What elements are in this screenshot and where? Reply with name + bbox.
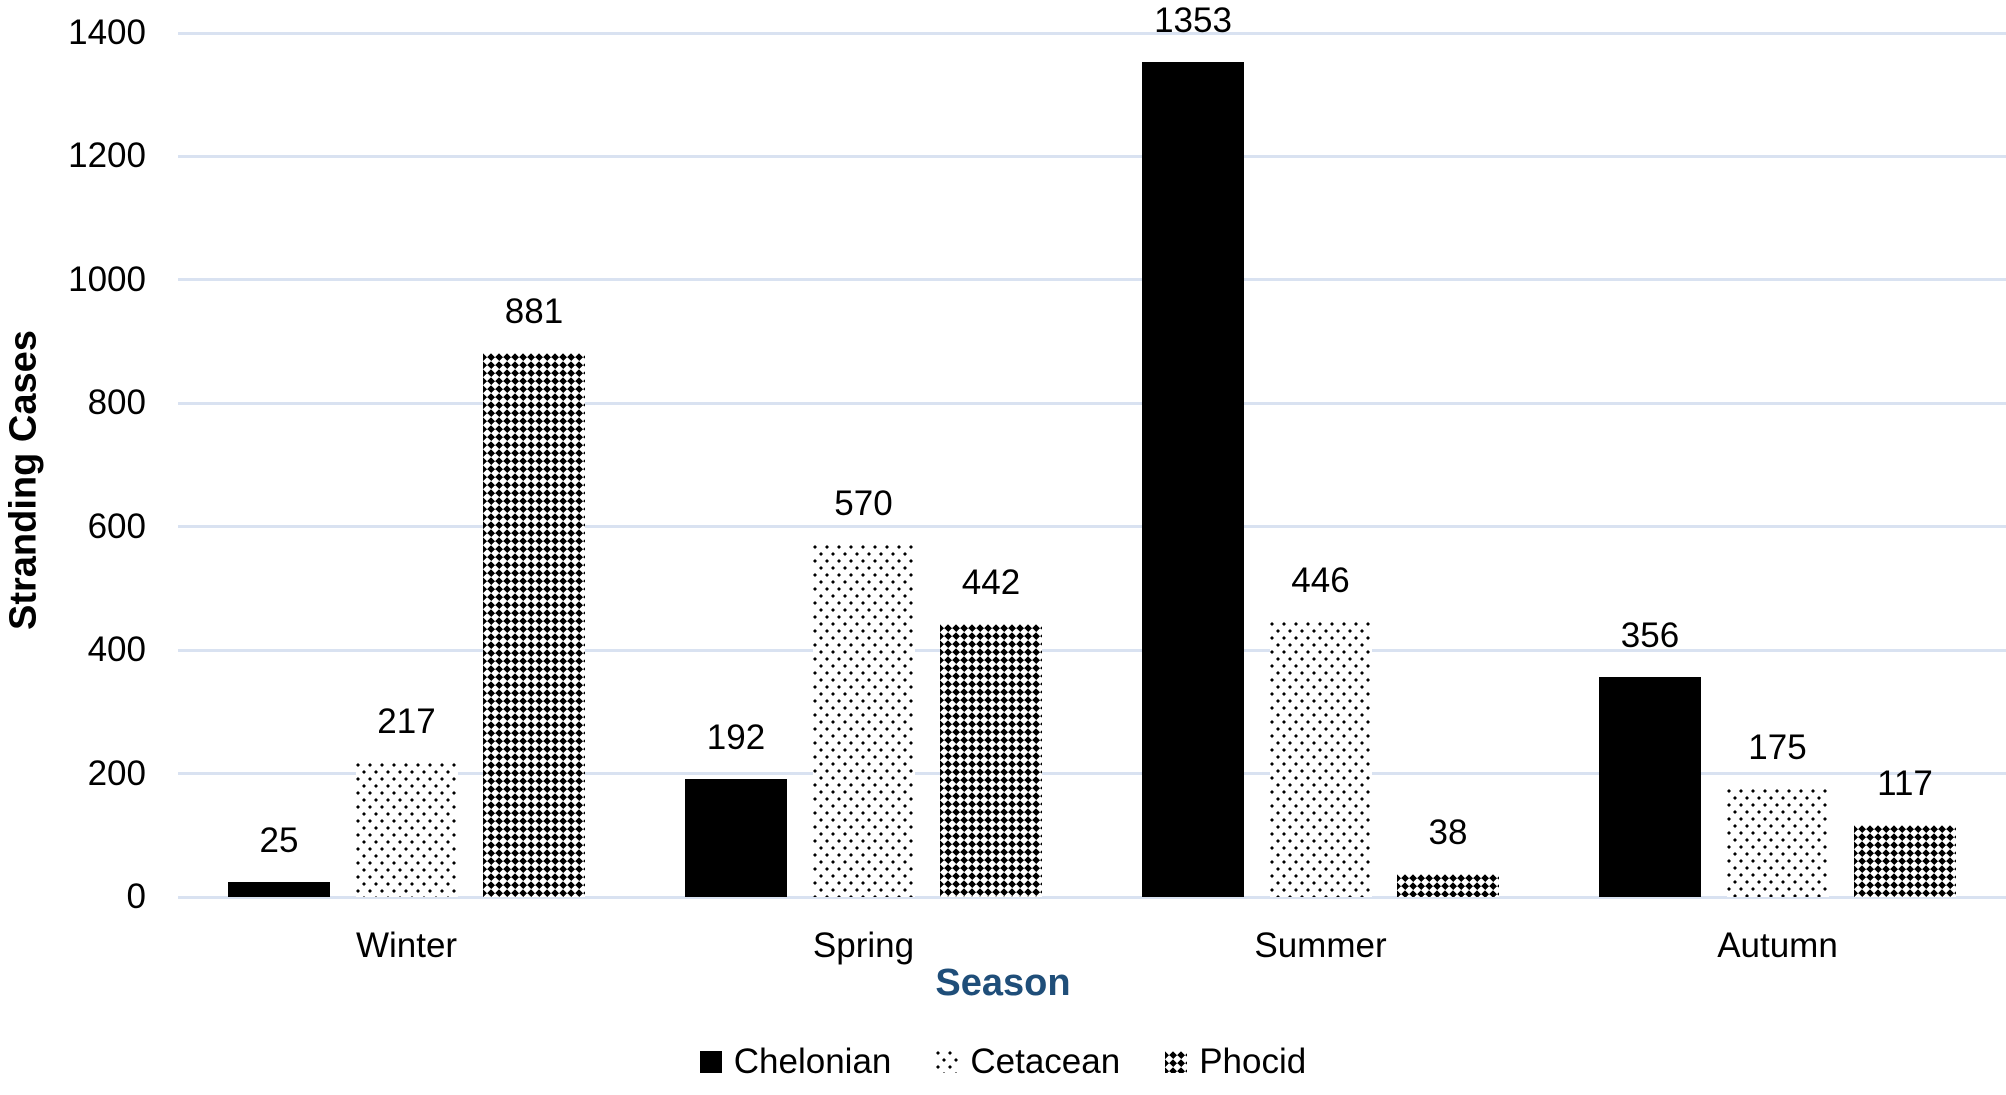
y-tick-label: 400 xyxy=(87,630,146,670)
y-tick-label: 800 xyxy=(87,383,146,423)
y-tick-label: 1400 xyxy=(68,13,146,52)
bar-cetacean-winter xyxy=(355,763,458,897)
bar-phocid-winter xyxy=(483,353,585,897)
x-tick-label: Autumn xyxy=(1717,926,1838,965)
y-axis-title: Stranding Cases xyxy=(2,330,45,630)
data-label: 442 xyxy=(961,563,1021,602)
legend-label: Chelonian xyxy=(733,1042,892,1081)
data-label: 38 xyxy=(1428,813,1468,852)
bar-chelonian-summer xyxy=(1142,62,1244,897)
data-label: 175 xyxy=(1748,728,1807,767)
data-label: 446 xyxy=(1291,561,1350,600)
y-tick-label: 0 xyxy=(126,877,146,916)
legend-marker-cetacean xyxy=(936,1051,959,1073)
x-tick-label: Spring xyxy=(812,926,915,965)
y-tick-label: 1200 xyxy=(68,136,146,176)
data-label: 117 xyxy=(1877,764,1933,803)
data-label: 192 xyxy=(706,718,766,757)
bar-chelonian-autumn xyxy=(1599,677,1701,897)
legend-item-cetacean: Cetacean xyxy=(936,1040,1120,1084)
gridline xyxy=(178,31,2006,35)
bar-phocid-autumn xyxy=(1854,825,1956,897)
data-label: 25 xyxy=(259,821,299,860)
legend-marker-chelonian xyxy=(699,1051,722,1073)
bar-phocid-summer xyxy=(1397,874,1499,897)
data-label: 881 xyxy=(504,292,564,331)
legend: Chelonian Cetacean Phocid xyxy=(0,1040,2006,1084)
gridline xyxy=(178,525,2006,529)
x-tick-label: Summer xyxy=(1254,926,1387,965)
y-tick-label: 600 xyxy=(87,506,146,546)
bar-cetacean-summer xyxy=(1269,622,1372,897)
legend-item-phocid: Phocid xyxy=(1165,1040,1306,1084)
x-tick-label: Winter xyxy=(355,926,458,965)
bar-chelonian-winter xyxy=(228,882,330,897)
bar-chelonian-spring xyxy=(685,779,787,897)
y-tick-label: 200 xyxy=(87,753,146,793)
gridline xyxy=(178,278,2006,282)
legend-item-chelonian: Chelonian xyxy=(699,1040,892,1084)
bar-cetacean-spring xyxy=(812,545,915,897)
data-label: 1353 xyxy=(1154,1,1232,40)
gridline xyxy=(178,772,2006,776)
gridline xyxy=(178,895,2006,899)
y-tick-label: 1000 xyxy=(68,259,146,299)
bar-phocid-spring xyxy=(940,624,1042,897)
gridline xyxy=(178,648,2006,652)
data-label: 570 xyxy=(834,484,893,523)
legend-label: Phocid xyxy=(1199,1042,1307,1081)
gridline xyxy=(178,401,2006,405)
legend-label: Cetacean xyxy=(970,1042,1121,1081)
gridline xyxy=(178,154,2006,158)
data-label: 356 xyxy=(1620,616,1680,655)
bar-cetacean-autumn xyxy=(1726,789,1829,897)
legend-marker-phocid xyxy=(1165,1051,1188,1073)
data-label: 217 xyxy=(377,702,436,741)
x-axis-title: Season xyxy=(935,962,1071,1004)
